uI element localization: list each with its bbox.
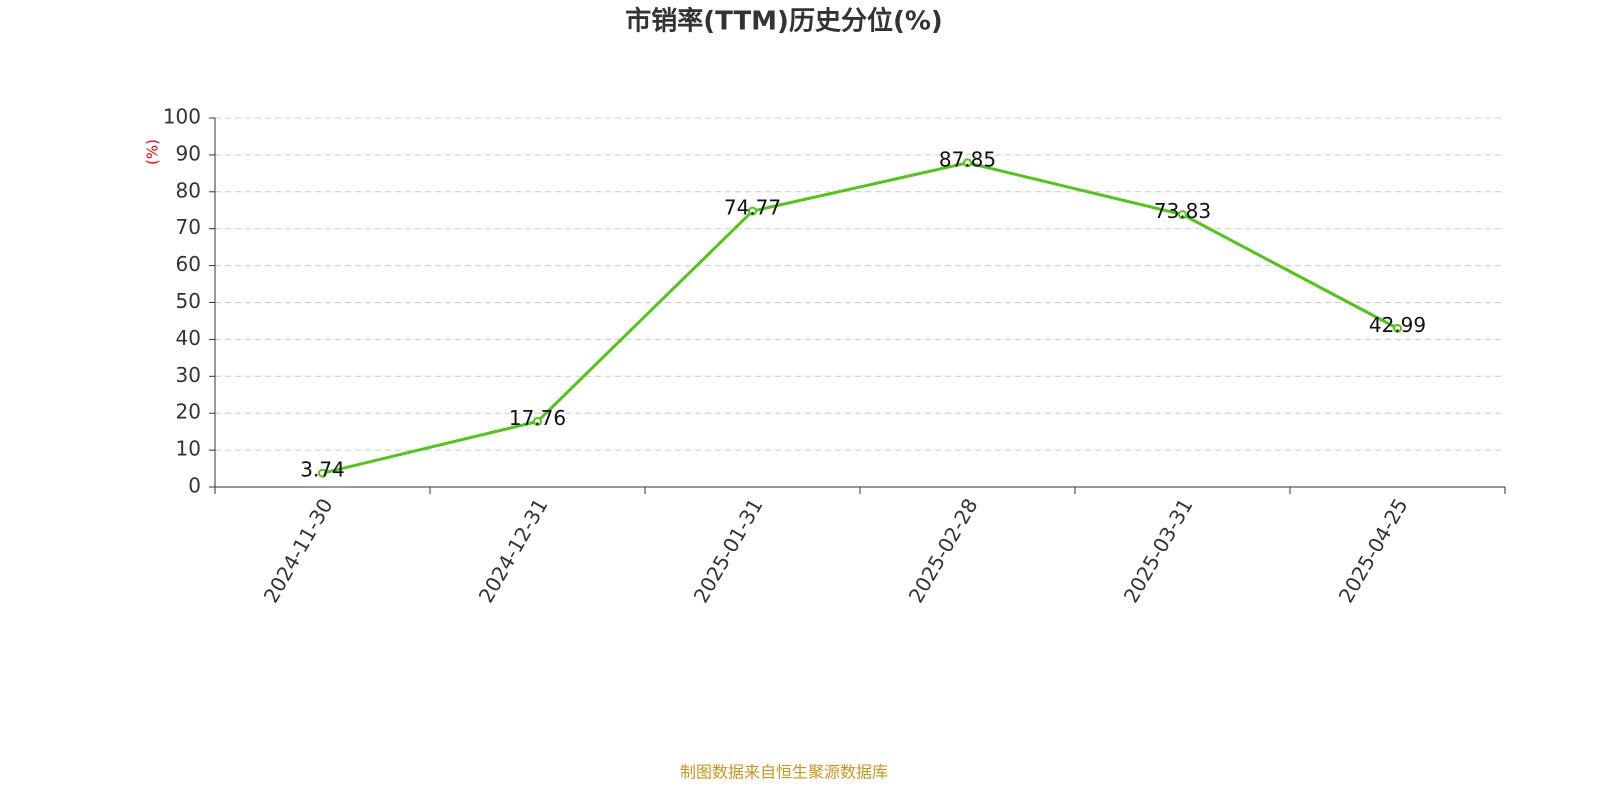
line (322, 161, 1399, 475)
y-tick-label: 70 (176, 215, 201, 239)
y-tick-label: 80 (176, 178, 201, 202)
y-tick-label: 100 (163, 105, 201, 129)
data-label: 3.74 (300, 458, 345, 482)
data-label: 87.85 (939, 147, 996, 171)
point (318, 468, 327, 478)
x-tick-label: 2024-12-31 (474, 494, 553, 607)
point (963, 158, 972, 168)
y-tick-label: 10 (176, 437, 201, 461)
point (748, 206, 757, 216)
point (1178, 210, 1187, 220)
y-tick-label: 20 (176, 400, 201, 424)
point (1393, 323, 1402, 333)
data-label: 73.83 (1154, 199, 1211, 223)
chart-title: 市销率(TTM)历史分位(%) (625, 6, 943, 37)
y-axis-label: (%) (144, 139, 162, 165)
x-tick-label: 2025-02-28 (904, 494, 983, 607)
y-tick-label: 60 (176, 252, 201, 276)
source-note: 制图数据来自恒生聚源数据库 (680, 763, 888, 782)
x-tick-label: 2024-11-30 (259, 494, 338, 607)
x-tick-label: 2025-01-31 (689, 494, 768, 607)
y-tick-label: 0 (188, 474, 201, 498)
x-tick-label: 2025-03-31 (1119, 494, 1198, 607)
data-label: 17.76 (509, 406, 566, 430)
y-tick-label: 90 (176, 141, 201, 165)
x-tick-label: 2025-04-25 (1334, 494, 1413, 607)
y-tick-label: 30 (176, 363, 201, 387)
y-tick-label: 50 (176, 289, 201, 313)
y-tick-label: 40 (176, 326, 201, 350)
data-label: 42.99 (1369, 313, 1426, 337)
point (533, 416, 542, 426)
data-label: 74.77 (724, 196, 781, 220)
